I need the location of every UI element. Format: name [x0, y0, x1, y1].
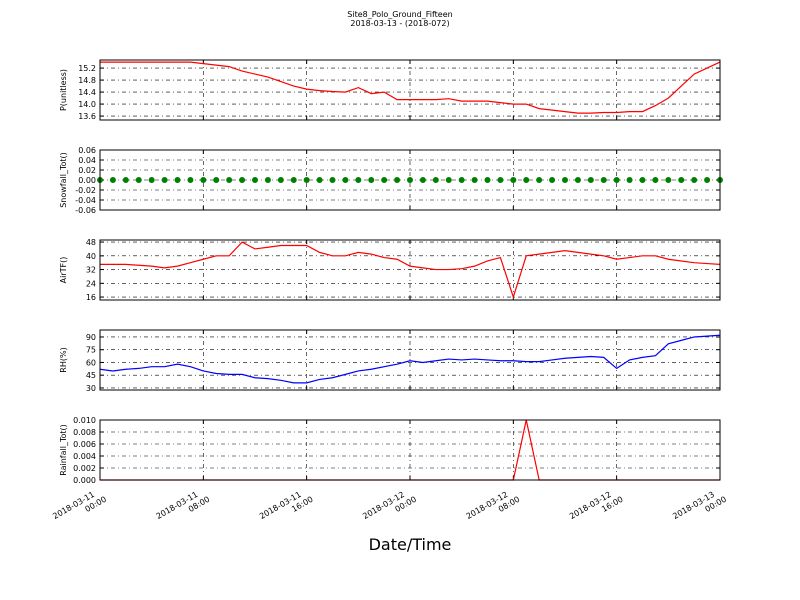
- data-point: [523, 177, 530, 183]
- data-point: [161, 177, 168, 183]
- y-tick-label: 32: [86, 266, 96, 275]
- data-point: [316, 177, 323, 183]
- plot-frame: [99, 239, 721, 301]
- data-point: [574, 177, 581, 183]
- y-tick-label: 60: [86, 358, 96, 367]
- y-tick-label: 90: [86, 333, 96, 342]
- data-line: [100, 241, 721, 300]
- data-point: [381, 177, 388, 183]
- y-axis-label: P(unitless): [59, 69, 68, 111]
- y-axis-label: Snowfall_Tot(): [59, 152, 68, 208]
- y-axis-label: Rainfall_Tot(): [59, 424, 68, 476]
- y-tick-label: 0.02: [78, 166, 96, 175]
- data-point: [187, 177, 194, 183]
- y-tick-label: 0.008: [73, 428, 96, 437]
- data-point: [264, 177, 271, 183]
- data-line: [99, 334, 721, 384]
- data-point: [226, 177, 233, 183]
- data-point: [252, 177, 258, 183]
- data-point: [665, 177, 672, 183]
- y-tick-label: 0.04: [78, 156, 96, 165]
- y-tick-label: 45: [86, 371, 96, 380]
- data-point: [691, 177, 698, 183]
- data-point: [174, 177, 181, 183]
- data-point: [497, 177, 504, 183]
- y-axis-label: RH(%): [59, 347, 68, 372]
- data-point: [303, 177, 310, 183]
- plot-frame: [99, 329, 721, 391]
- data-point: [678, 177, 685, 183]
- data-point: [432, 177, 439, 183]
- data-point: [704, 177, 711, 183]
- y-tick-label: 30: [86, 384, 96, 393]
- y-tick-label: 24: [86, 279, 96, 288]
- data-point: [626, 177, 633, 183]
- data-point: [109, 177, 116, 183]
- data-point: [613, 177, 620, 183]
- plot-frame: [99, 419, 721, 481]
- data-point: [329, 177, 336, 183]
- data-point: [639, 177, 646, 183]
- data-point: [458, 177, 465, 183]
- data-point: [135, 177, 142, 183]
- data-point: [536, 177, 543, 183]
- chart-subtitle: 2018-03-13 - (2018-072): [350, 19, 449, 28]
- y-tick-label: -0.02: [75, 186, 96, 195]
- data-point: [510, 177, 517, 183]
- y-tick-label: 40: [86, 252, 96, 261]
- chart-title: Site8_Polo_Ground_Fifteen: [347, 10, 452, 19]
- y-tick-label: 13.6: [78, 112, 96, 121]
- data-point: [239, 177, 246, 183]
- data-point: [407, 177, 413, 183]
- data-point: [277, 177, 284, 183]
- data-point: [587, 177, 594, 183]
- y-tick-label: 0.004: [73, 452, 96, 461]
- y-tick-label: 14.4: [78, 88, 96, 97]
- data-point: [419, 177, 426, 183]
- data-point: [471, 177, 478, 183]
- x-axis-label: Date/Time: [369, 535, 452, 554]
- y-tick-label: 16: [86, 293, 96, 302]
- y-tick-label: 14.0: [78, 100, 96, 109]
- data-point: [484, 177, 491, 183]
- y-tick-label: 15.2: [78, 64, 96, 73]
- y-tick-label: -0.04: [75, 196, 96, 205]
- y-tick-label: 0.000: [73, 476, 96, 485]
- y-tick-label: 0.00: [78, 176, 96, 185]
- y-tick-label: 14.8: [78, 76, 96, 85]
- data-point: [562, 177, 568, 183]
- data-point: [549, 177, 556, 183]
- data-point: [122, 177, 129, 183]
- plot-frame: [99, 59, 721, 121]
- data-point: [652, 177, 659, 183]
- y-tick-label: 0.010: [73, 416, 96, 425]
- y-tick-label: 48: [86, 238, 96, 247]
- data-point: [290, 177, 297, 183]
- data-point: [342, 177, 349, 183]
- plot-frame: [99, 149, 721, 211]
- data-point: [355, 177, 362, 183]
- y-axis-label: AirTF(): [59, 257, 68, 284]
- y-tick-label: 0.002: [73, 464, 96, 473]
- y-tick-label: -0.06: [75, 206, 96, 215]
- y-tick-label: 0.06: [78, 146, 96, 155]
- y-tick-label: 0.006: [73, 440, 96, 449]
- data-point: [213, 177, 220, 183]
- data-point: [394, 177, 401, 183]
- data-line: [100, 61, 721, 114]
- data-point: [148, 177, 155, 183]
- y-tick-label: 75: [86, 346, 96, 355]
- data-point: [200, 177, 207, 183]
- data-point: [600, 177, 607, 183]
- data-point: [368, 177, 375, 183]
- data-point: [445, 177, 452, 183]
